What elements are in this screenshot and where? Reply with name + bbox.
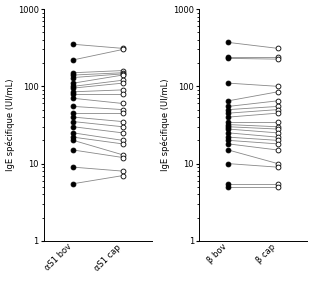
Point	[275, 125, 280, 129]
Point	[226, 54, 231, 59]
Point	[226, 56, 231, 61]
Point	[275, 89, 280, 94]
Point	[275, 185, 280, 189]
Point	[120, 142, 125, 146]
Y-axis label: IgE spécifique (UI/mL): IgE spécifique (UI/mL)	[161, 79, 170, 171]
Point	[120, 81, 125, 86]
Point	[71, 104, 76, 109]
Point	[226, 142, 231, 146]
Point	[120, 169, 125, 173]
Point	[71, 138, 76, 143]
Point	[120, 152, 125, 157]
Point	[275, 127, 280, 132]
Point	[120, 47, 125, 52]
Point	[275, 165, 280, 170]
Point	[275, 119, 280, 124]
Point	[120, 173, 125, 178]
Y-axis label: IgE spécifique (UI/mL): IgE spécifique (UI/mL)	[6, 79, 15, 171]
Point	[71, 165, 76, 170]
Point	[275, 46, 280, 51]
Point	[71, 181, 76, 186]
Point	[71, 75, 76, 80]
Point	[226, 161, 231, 166]
Point	[275, 161, 280, 166]
Point	[275, 138, 280, 143]
Point	[226, 181, 231, 186]
Point	[71, 86, 76, 91]
Point	[71, 84, 76, 89]
Point	[120, 46, 125, 51]
Point	[120, 91, 125, 96]
Point	[71, 96, 76, 101]
Point	[275, 54, 280, 59]
Point	[226, 135, 231, 139]
Point	[71, 81, 76, 86]
Point	[120, 125, 125, 129]
Point	[71, 148, 76, 152]
Point	[120, 111, 125, 115]
Point	[120, 101, 125, 106]
Point	[71, 91, 76, 96]
Point	[71, 73, 76, 77]
Point	[71, 89, 76, 94]
Point	[275, 84, 280, 89]
Point	[226, 115, 231, 120]
Point	[275, 98, 280, 103]
Point	[226, 138, 231, 143]
Point	[226, 98, 231, 103]
Point	[120, 73, 125, 77]
Point	[120, 130, 125, 135]
Point	[120, 88, 125, 92]
Point	[71, 42, 76, 47]
Point	[71, 70, 76, 75]
Point	[226, 125, 231, 129]
Point	[226, 40, 231, 45]
Point	[71, 57, 76, 62]
Point	[226, 107, 231, 112]
Point	[226, 104, 231, 109]
Point	[275, 142, 280, 146]
Point	[120, 70, 125, 75]
Point	[226, 130, 231, 135]
Point	[275, 148, 280, 152]
Point	[226, 122, 231, 127]
Point	[120, 68, 125, 73]
Point	[71, 115, 76, 120]
Point	[120, 78, 125, 83]
Point	[226, 185, 231, 189]
Point	[226, 111, 231, 115]
Point	[275, 107, 280, 112]
Point	[226, 127, 231, 132]
Point	[275, 111, 280, 115]
Point	[120, 107, 125, 112]
Point	[275, 135, 280, 139]
Point	[275, 130, 280, 135]
Point	[275, 104, 280, 109]
Point	[226, 119, 231, 124]
Point	[120, 71, 125, 76]
Point	[120, 155, 125, 160]
Point	[226, 81, 231, 86]
Point	[120, 138, 125, 143]
Point	[71, 130, 76, 135]
Point	[275, 181, 280, 186]
Point	[71, 135, 76, 139]
Point	[226, 148, 231, 152]
Point	[71, 119, 76, 124]
Point	[120, 119, 125, 124]
Point	[71, 125, 76, 129]
Point	[71, 111, 76, 115]
Point	[275, 57, 280, 62]
